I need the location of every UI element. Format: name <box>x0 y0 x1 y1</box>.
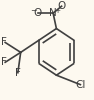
Text: F: F <box>15 68 21 78</box>
Text: −: − <box>30 6 37 15</box>
Text: N: N <box>49 8 57 18</box>
Text: +: + <box>54 8 60 14</box>
Text: Cl: Cl <box>75 80 86 90</box>
Text: O: O <box>33 8 42 18</box>
Text: O: O <box>57 1 66 11</box>
Text: F: F <box>1 37 7 47</box>
Text: F: F <box>1 57 7 67</box>
